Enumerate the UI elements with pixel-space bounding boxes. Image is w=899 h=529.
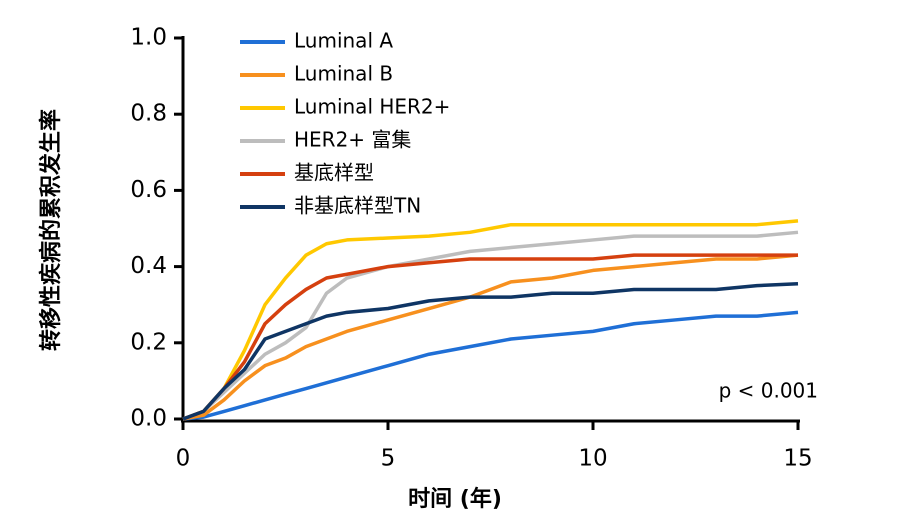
legend-label: Luminal HER2+	[294, 95, 450, 119]
legend-label: 基底样型	[294, 161, 374, 185]
x-tick-label: 5	[381, 446, 396, 472]
series-line	[182, 253, 799, 421]
x-tick-label: 10	[578, 446, 607, 472]
legend-label: Luminal A	[294, 29, 393, 53]
x-tick-label: 0	[176, 446, 191, 472]
series-line	[182, 253, 798, 421]
series-line	[182, 219, 799, 421]
y-tick-label: 0.6	[130, 177, 167, 203]
legend-label: HER2+ 富集	[294, 128, 411, 152]
y-tick-label: 0.2	[130, 329, 167, 355]
y-tick-label: 1.0	[130, 25, 167, 51]
annotation: p < 0.001	[719, 379, 818, 403]
y-tick-label: 0.0	[130, 406, 167, 432]
y-tick-label: 0.4	[130, 253, 167, 279]
series-line	[182, 281, 799, 421]
series-line	[182, 310, 799, 421]
series-line	[182, 230, 799, 421]
y-tick-label: 0.8	[130, 101, 167, 127]
legend-label: 非基底样型TN	[294, 194, 421, 218]
x-axis-title: 时间 (年)	[408, 486, 502, 512]
y-axis-title: 转移性疾病的累积发生率	[38, 109, 64, 351]
x-tick-label: 15	[783, 446, 812, 472]
legend-label: Luminal B	[294, 62, 393, 86]
